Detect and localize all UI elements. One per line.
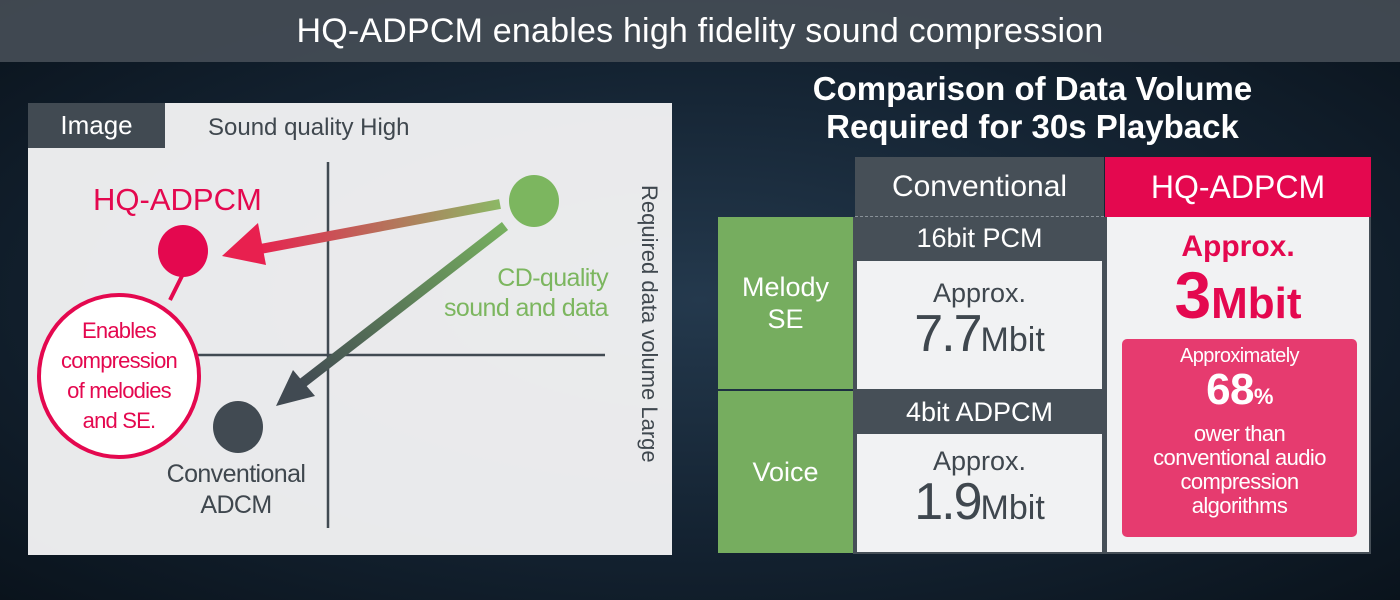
approx-label: Approx. [1181,230,1295,263]
savings-unit: % [1253,384,1274,409]
header-hq-adpcm: HQ-ADPCM [1105,157,1371,217]
arrow-to-conventional [276,222,509,406]
comparison-title: Comparison of Data Volume Required for 3… [720,70,1345,146]
savings-line: algorithms [1191,493,1288,518]
format-16bit-pcm: 16bit PCM [855,217,1104,260]
callout-line: and SE. [82,408,156,433]
approx-label: Approx. [932,278,1027,308]
label-line: CD-quality [497,264,608,292]
value: 1.9 [914,473,982,531]
image-tab-label: Image [28,103,165,148]
row-label-voice: Voice [718,391,853,553]
callout-line: compression [61,348,178,373]
page-title: HQ-ADPCM enables high fidelity sound com… [0,0,1400,62]
unit: Mbit [980,321,1045,359]
hq-value: Approx. 3Mbit [1105,230,1371,345]
value-cell-melody: Approx. 7.7Mbit [857,261,1102,389]
label-line: sound and data [444,294,609,322]
title-line: Comparison of Data Volume [812,70,1253,107]
hq-adpcm-point [158,225,208,277]
arrow-to-hq-adpcm [222,199,501,265]
format-4bit-adpcm: 4bit ADPCM [855,391,1104,433]
y-axis-label: Sound quality High [208,114,410,141]
label-line: Voice [752,457,819,487]
title-line: Required for 30s Playback [826,108,1239,145]
header-conventional: Conventional [855,157,1104,217]
savings-box: Approximately 68% ower than conventional… [1122,339,1357,537]
value: 7.7 [914,305,982,363]
callout-line: Enables [82,318,157,343]
value-cell-voice: Approx. 1.9Mbit [857,434,1102,552]
label-line: Conventional [166,460,306,488]
label-line: Melody [741,272,830,302]
conventional-point [213,401,263,453]
savings-line: conventional audio [1153,445,1326,470]
hq-adpcm-label: HQ-ADPCM [93,182,262,217]
cd-quality-label: CD-quality sound and data [444,263,609,323]
unit: Mbit [980,489,1045,527]
cd-quality-point [509,175,559,227]
callout-bubble: Enables compression of melodies and SE. [37,293,201,459]
value: 3 [1174,258,1212,332]
savings-prefix: Approximately [1180,345,1300,367]
row-label-melody-se: Melody SE [718,217,853,389]
savings-line: compression [1180,469,1299,494]
x-axis-label: Required data volume Large [637,185,662,463]
label-line: ADCM [200,491,272,519]
savings-value: 68 [1206,365,1254,414]
savings-line: ower than [1193,421,1286,446]
conventional-label: Conventional ADCM [146,459,326,521]
label-line: SE [767,304,804,334]
approx-label: Approx. [932,446,1027,476]
callout-line: of melodies [67,378,172,403]
unit: Mbit [1211,279,1302,328]
